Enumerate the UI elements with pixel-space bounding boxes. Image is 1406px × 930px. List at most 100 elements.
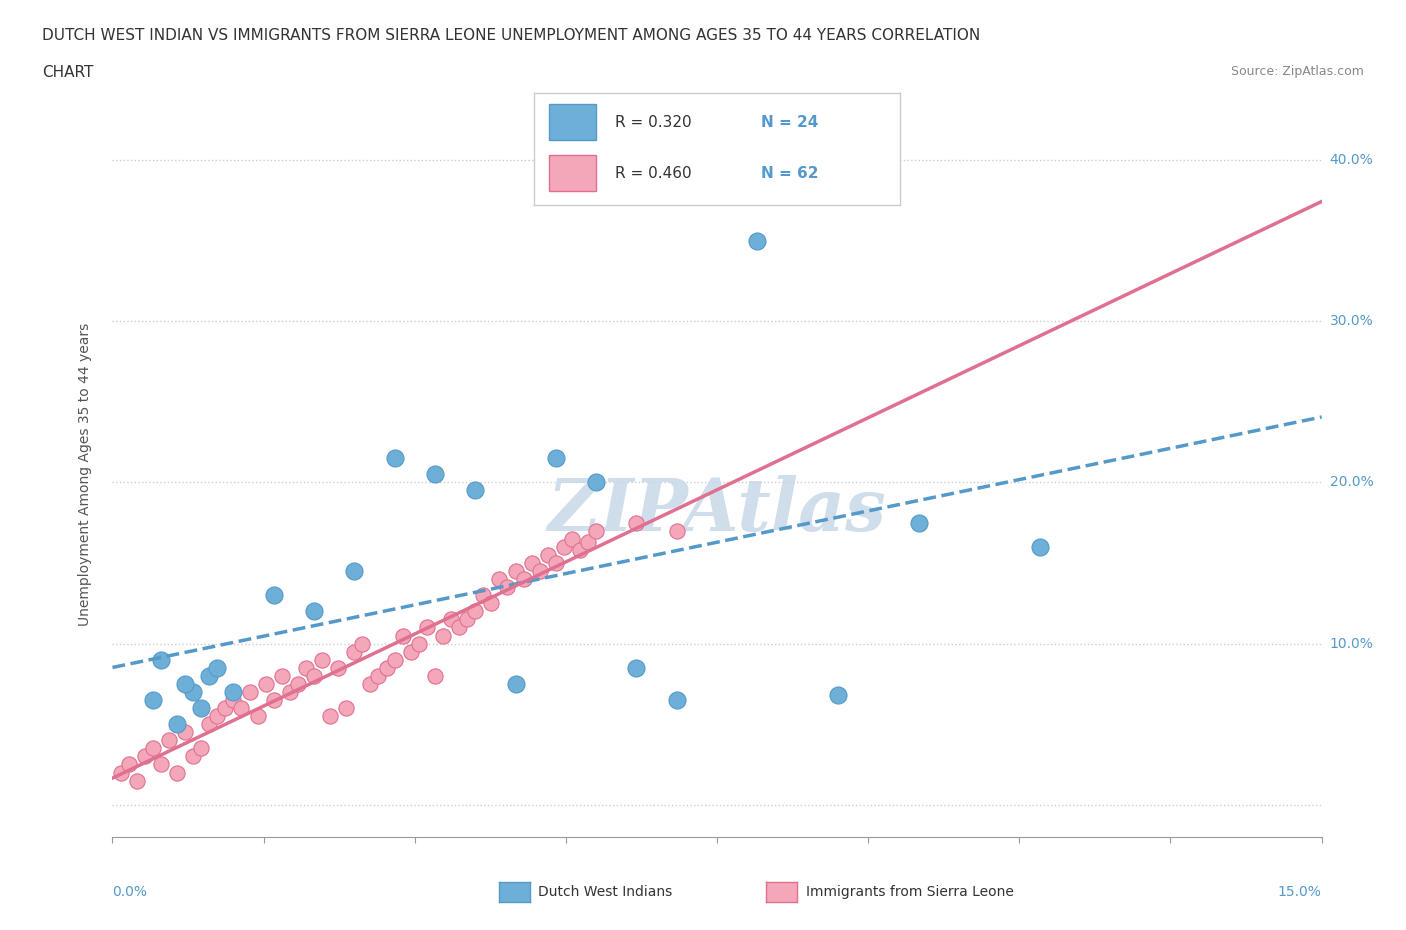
Point — [231, 700, 253, 715]
Point — [907, 515, 929, 530]
Point — [207, 709, 229, 724]
Point — [287, 676, 309, 691]
Point — [544, 555, 567, 570]
Point — [367, 669, 389, 684]
Point — [166, 717, 188, 732]
Text: ZIPAtlas: ZIPAtlas — [548, 475, 886, 546]
Text: 20.0%: 20.0% — [1330, 475, 1374, 489]
Point — [408, 636, 430, 651]
Text: 15.0%: 15.0% — [1278, 885, 1322, 899]
Point — [440, 612, 463, 627]
Point — [142, 741, 165, 756]
Point — [174, 676, 197, 691]
Point — [472, 588, 495, 603]
Point — [149, 652, 172, 667]
Point — [416, 620, 439, 635]
Text: Immigrants from Sierra Leone: Immigrants from Sierra Leone — [806, 884, 1014, 899]
Point — [576, 535, 599, 550]
Point — [537, 548, 560, 563]
Point — [110, 765, 132, 780]
Point — [246, 709, 269, 724]
Text: N = 62: N = 62 — [761, 166, 818, 180]
Bar — [548, 104, 596, 140]
Point — [278, 684, 301, 699]
Point — [190, 741, 212, 756]
Point — [335, 700, 357, 715]
Point — [384, 451, 406, 466]
Point — [125, 773, 148, 788]
Point — [254, 676, 277, 691]
Point — [399, 644, 422, 659]
Point — [456, 612, 478, 627]
Point — [214, 700, 236, 715]
Point — [263, 693, 285, 708]
Point — [520, 555, 543, 570]
Point — [311, 652, 333, 667]
Point — [263, 588, 285, 603]
Point — [1028, 539, 1050, 554]
Point — [665, 524, 688, 538]
Point — [198, 669, 221, 684]
Text: DUTCH WEST INDIAN VS IMMIGRANTS FROM SIERRA LEONE UNEMPLOYMENT AMONG AGES 35 TO : DUTCH WEST INDIAN VS IMMIGRANTS FROM SIE… — [42, 28, 980, 43]
Point — [359, 676, 381, 691]
Point — [302, 604, 325, 618]
Point — [585, 475, 607, 490]
Point — [174, 724, 197, 739]
Point — [295, 660, 318, 675]
Point — [827, 687, 849, 702]
Point — [585, 524, 607, 538]
Point — [747, 233, 769, 248]
Point — [423, 467, 446, 482]
Text: R = 0.460: R = 0.460 — [614, 166, 692, 180]
Point — [142, 693, 165, 708]
Point — [222, 693, 245, 708]
Point — [302, 669, 325, 684]
Text: 40.0%: 40.0% — [1330, 153, 1374, 167]
Text: 10.0%: 10.0% — [1330, 636, 1374, 651]
Point — [190, 700, 212, 715]
Point — [319, 709, 342, 724]
Text: Dutch West Indians: Dutch West Indians — [538, 884, 672, 899]
Text: 0.0%: 0.0% — [112, 885, 148, 899]
Point — [343, 564, 366, 578]
Point — [529, 564, 551, 578]
Bar — [548, 155, 596, 192]
Point — [149, 757, 172, 772]
Text: CHART: CHART — [42, 65, 94, 80]
Y-axis label: Unemployment Among Ages 35 to 44 years: Unemployment Among Ages 35 to 44 years — [77, 323, 91, 626]
Point — [343, 644, 366, 659]
Point — [496, 579, 519, 594]
Point — [134, 749, 156, 764]
Text: N = 24: N = 24 — [761, 114, 818, 129]
Point — [626, 660, 648, 675]
Point — [432, 628, 454, 643]
Point — [464, 483, 486, 498]
Point — [181, 684, 204, 699]
Point — [238, 684, 260, 699]
Point — [479, 596, 502, 611]
Point — [384, 652, 406, 667]
Point — [352, 636, 374, 651]
Text: 30.0%: 30.0% — [1330, 314, 1374, 328]
Point — [561, 531, 583, 546]
Point — [207, 660, 229, 675]
Point — [375, 660, 398, 675]
Text: Source: ZipAtlas.com: Source: ZipAtlas.com — [1230, 65, 1364, 78]
Point — [553, 539, 575, 554]
Point — [328, 660, 350, 675]
Point — [198, 717, 221, 732]
Point — [449, 620, 471, 635]
Point — [488, 572, 510, 587]
Point — [181, 749, 204, 764]
Point — [166, 765, 188, 780]
Point — [157, 733, 180, 748]
Point — [464, 604, 486, 618]
Point — [626, 515, 648, 530]
Point — [569, 542, 592, 557]
Text: R = 0.320: R = 0.320 — [614, 114, 692, 129]
Point — [505, 564, 527, 578]
Point — [423, 669, 446, 684]
Point — [117, 757, 139, 772]
Point — [512, 572, 534, 587]
Point — [665, 693, 688, 708]
